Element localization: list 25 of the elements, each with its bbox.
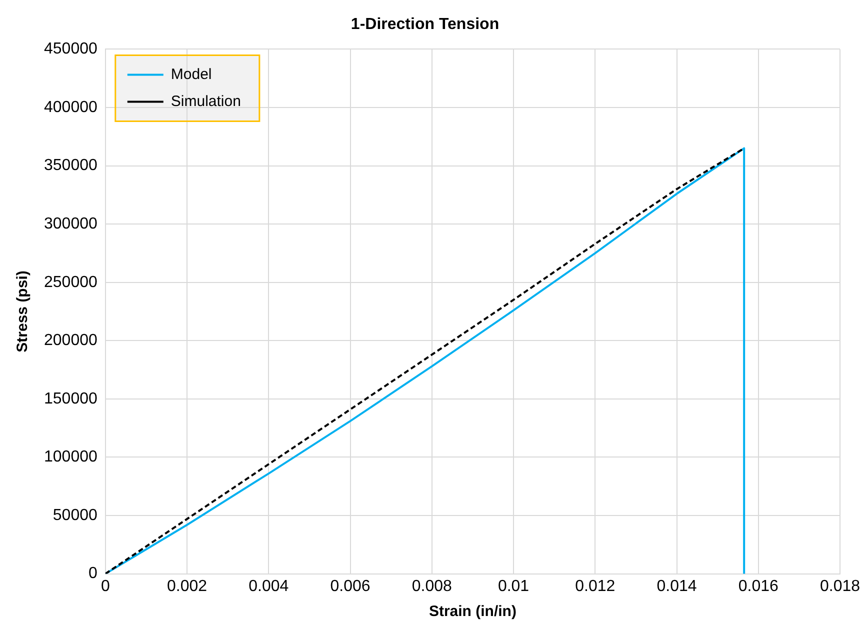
legend-label: Model — [170, 66, 212, 83]
x-tick-label: 0.01 — [498, 578, 530, 595]
y-tick-label: 200000 — [44, 332, 98, 350]
legend-label: Simulation — [170, 92, 241, 110]
y-tick-label: 300000 — [44, 215, 98, 232]
x-tick-label: 0.002 — [166, 578, 208, 595]
x-tick-label: 0.016 — [738, 578, 778, 595]
y-tick-label: 0 — [88, 565, 98, 582]
y-tick-label: 100000 — [44, 448, 98, 466]
y-tick-label: 150000 — [44, 390, 98, 408]
x-axis-title: Strain (in/in) — [428, 603, 516, 620]
x-tick-label: 0.014 — [656, 578, 697, 595]
y-tick-label: 450000 — [44, 40, 98, 58]
x-tick-label: 0.018 — [820, 578, 860, 595]
x-tick-label: 0.012 — [575, 578, 616, 595]
x-tick-label: 0.006 — [330, 578, 370, 595]
y-tick-label: 400000 — [44, 98, 98, 116]
y-tick-label: 350000 — [44, 157, 98, 174]
x-tick-label: 0.004 — [248, 578, 289, 595]
y-tick-label: 50000 — [52, 506, 98, 524]
chart-title: 1-Direction Tension — [350, 16, 500, 34]
x-tick-label: 0.008 — [412, 578, 452, 595]
y-tick-label: 250000 — [44, 274, 98, 291]
x-tick-label: 0 — [100, 578, 110, 595]
y-axis-title: Stress (psi) — [14, 270, 32, 352]
